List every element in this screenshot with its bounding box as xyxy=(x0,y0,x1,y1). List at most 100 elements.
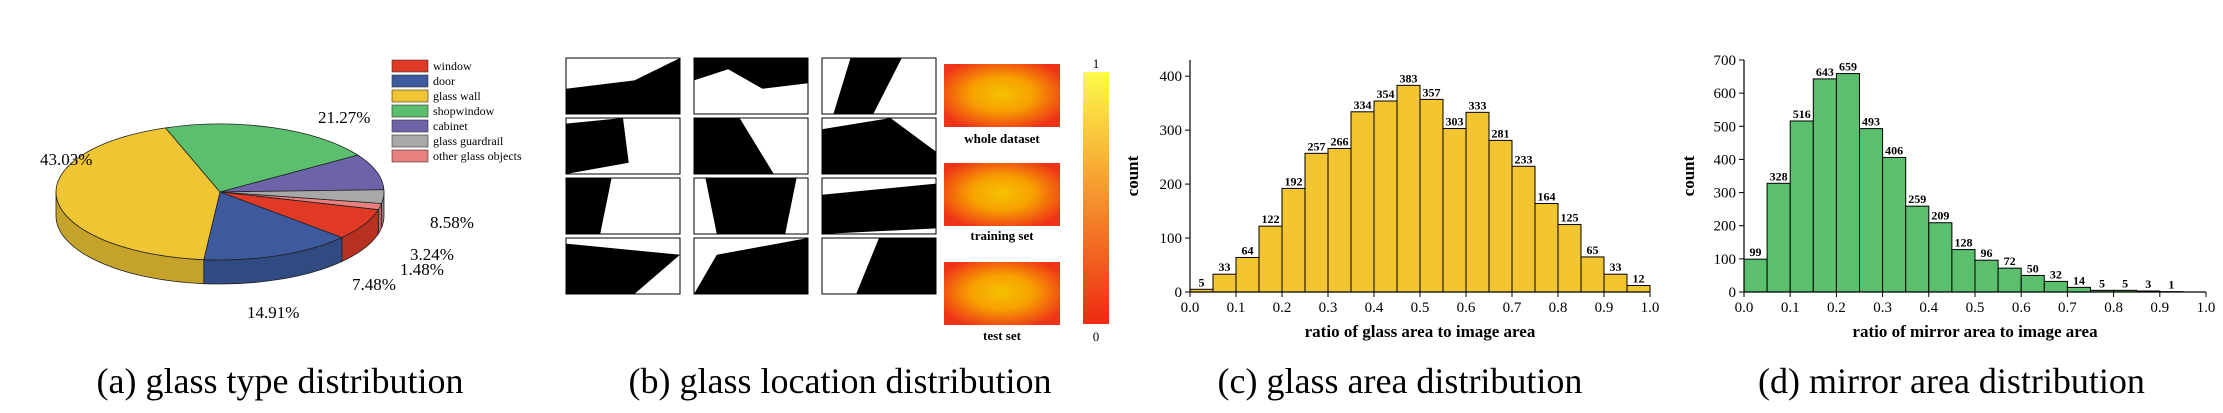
mask-shape xyxy=(694,58,808,89)
pie-value-label: 14.91% xyxy=(247,303,299,322)
bar-value-label: 192 xyxy=(1285,174,1303,188)
bar xyxy=(1997,267,2022,293)
bar-value-label: 33 xyxy=(1610,260,1622,274)
bar-value-label: 50 xyxy=(2027,261,2039,275)
x-tick-label: 0.4 xyxy=(1365,300,1384,316)
bar-value-label: 164 xyxy=(1538,190,1556,204)
x-axis-label: ratio of glass area to image area xyxy=(1305,322,1536,341)
y-axis-label: count xyxy=(1123,155,1142,196)
x-tick-label: 0.8 xyxy=(1549,300,1568,316)
bar-value-label: 128 xyxy=(1954,236,1972,250)
bar-value-label: 14 xyxy=(2073,273,2085,287)
mask-shape xyxy=(856,238,936,294)
bar xyxy=(1442,128,1467,293)
heatmap-whole xyxy=(944,64,1060,127)
label-whole: whole dataset xyxy=(964,131,1040,146)
panel-mirror-area: 99 328 516 643 659 493 406 259 209 128 96 72 50 32 14 5… xyxy=(1679,0,2223,413)
legend-swatch xyxy=(391,59,429,73)
mask-cell xyxy=(565,237,681,295)
legend-label: other glass objects xyxy=(433,149,522,163)
bar xyxy=(2020,274,2045,293)
bar xyxy=(1626,285,1651,293)
legend-label: window xyxy=(433,59,472,73)
bar-value-label: 383 xyxy=(1400,71,1418,85)
x-tick-label: 0.1 xyxy=(1781,300,1800,316)
bar xyxy=(1396,84,1421,293)
y-tick-label: 300 xyxy=(1160,123,1183,139)
x-tick-label: 0.7 xyxy=(1503,300,1522,316)
pie-sides xyxy=(55,191,385,285)
bar xyxy=(1859,128,1884,293)
bar-value-label: 333 xyxy=(1469,98,1487,112)
bar-value-label: 12 xyxy=(1633,272,1645,286)
x-tick-label: 1.0 xyxy=(1641,300,1660,316)
mask-cell xyxy=(565,177,681,235)
x-axis-label: ratio of mirror area to image area xyxy=(1852,322,2098,341)
legend-swatch xyxy=(391,104,429,118)
x-tick-label: 0.6 xyxy=(1457,300,1476,316)
bar xyxy=(1350,111,1375,293)
bars xyxy=(1189,84,1651,293)
bar-value-label: 266 xyxy=(1331,134,1349,148)
bar xyxy=(1511,165,1536,293)
y-axis-label: count xyxy=(1680,155,1698,196)
y-tick-label: 400 xyxy=(1160,69,1183,85)
bar xyxy=(1488,139,1513,293)
bar xyxy=(1304,152,1329,293)
mask-shape xyxy=(566,178,612,234)
pie-value-label: 3.24% xyxy=(410,245,454,264)
x-tick-label: 0.1 xyxy=(1227,300,1246,316)
bar xyxy=(1258,225,1283,293)
bar-value-label: 334 xyxy=(1354,98,1372,112)
pie-slice-glass-wall xyxy=(55,127,221,261)
pie-slice-cabinet xyxy=(219,154,385,193)
bar xyxy=(1603,273,1628,293)
bar xyxy=(1905,205,1930,293)
pie-slice-door xyxy=(203,191,343,261)
bar xyxy=(1534,203,1559,293)
x-tick-label: 0.4 xyxy=(1919,300,1938,316)
bar-value-label: 125 xyxy=(1561,211,1579,225)
legend-label: glass guardrail xyxy=(433,134,504,148)
glass-area-histogram: 5 33 64 122 192 257 266 334 354 383 357 303 333 281 23… xyxy=(1123,60,1660,341)
bar-value-label: 281 xyxy=(1492,126,1510,140)
mask-shape xyxy=(566,118,629,174)
bar-value-label: 516 xyxy=(1793,107,1811,121)
mask-shape xyxy=(705,178,797,234)
x-tick-label: 0.9 xyxy=(2150,300,2169,316)
legend-swatch xyxy=(391,89,429,103)
bar xyxy=(1812,78,1837,293)
bar xyxy=(1281,187,1306,293)
bar-value-label: 5 xyxy=(2099,276,2105,290)
x-tick-label: 0.0 xyxy=(1181,300,1200,316)
mask-shape xyxy=(822,183,936,234)
x-tick-label: 0.5 xyxy=(1411,300,1430,316)
label-training: training set xyxy=(970,228,1034,243)
location-figure: whole dataset training set test set 1 0 xyxy=(565,56,1109,344)
legend-label: shopwindow xyxy=(433,104,495,118)
bar-value-label: 32 xyxy=(2050,267,2062,281)
bar-value-label: 659 xyxy=(1839,60,1857,74)
bar xyxy=(1766,182,1791,293)
mask-cell xyxy=(565,117,681,175)
y-tick-label: 0 xyxy=(1729,285,1737,301)
mask-shape xyxy=(566,243,680,294)
mask-cell xyxy=(693,57,809,115)
mask-shape xyxy=(566,58,680,114)
pie-value-label: 43.03% xyxy=(40,150,92,169)
pie-chart: 7.48% 14.91% 43.03% 21.27% 8.58% 3.24%1.48% wi… xyxy=(40,59,522,322)
bar xyxy=(1789,120,1814,293)
y-tick-label: 100 xyxy=(1714,252,1737,268)
mask-cell xyxy=(693,177,809,235)
colorbar-max: 1 xyxy=(1093,56,1100,71)
y-tick-label: 700 xyxy=(1714,53,1737,69)
bar-value-label: 357 xyxy=(1423,85,1441,99)
bar-value-label: 406 xyxy=(1885,143,1903,157)
x-tick-label: 0.9 xyxy=(1595,300,1614,316)
bar-value-label: 257 xyxy=(1308,139,1326,153)
pie-top xyxy=(55,123,385,261)
bar xyxy=(1835,73,1860,293)
legend-label: door xyxy=(433,74,455,88)
